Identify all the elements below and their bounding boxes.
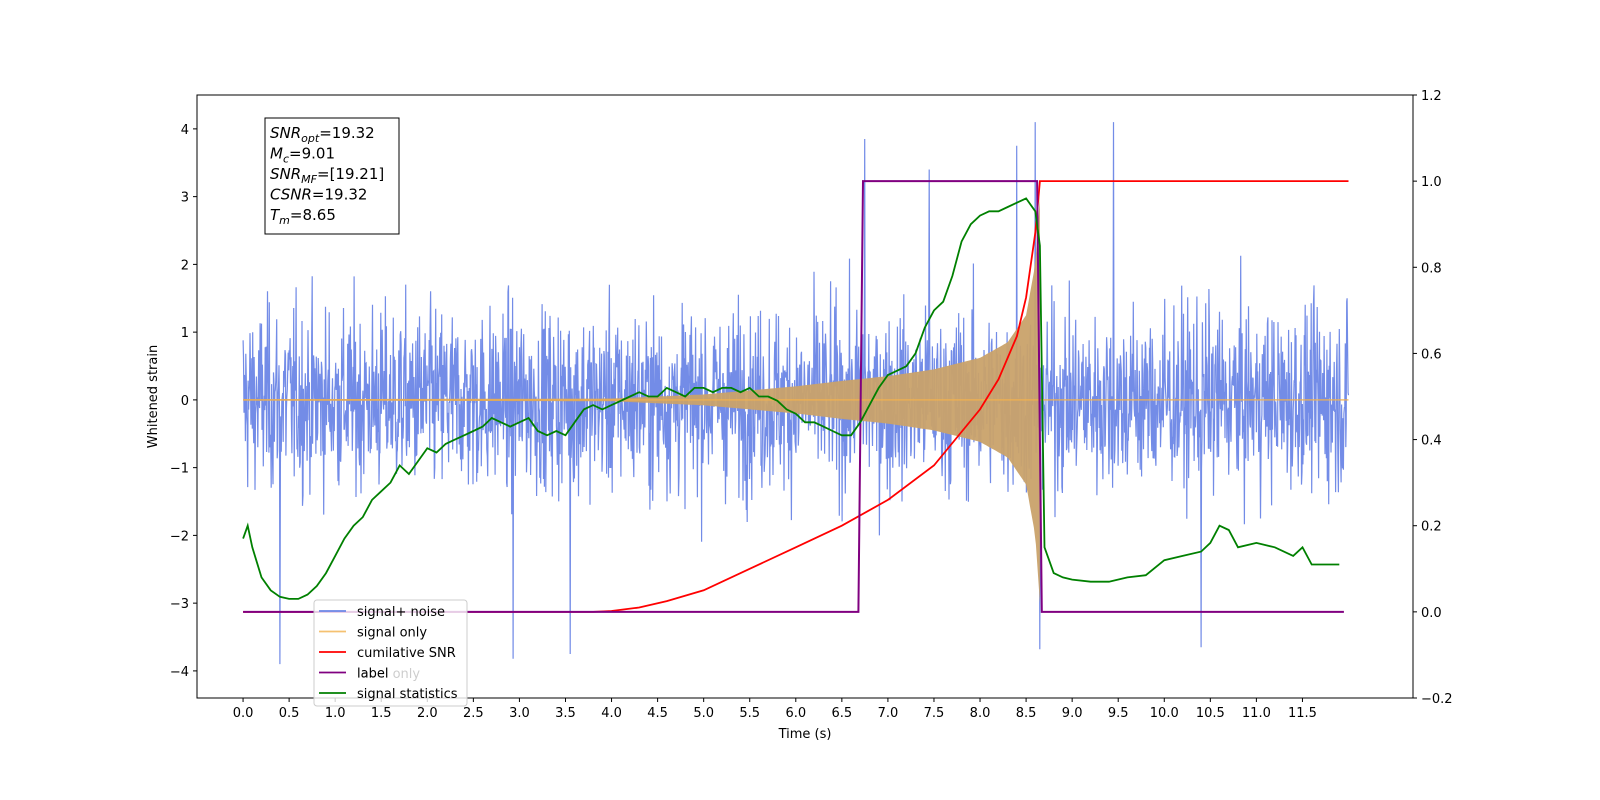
x-tick-label: 9.0	[1062, 706, 1083, 721]
series-cumulative-snr	[243, 180, 1349, 613]
x-tick-label: 9.5	[1108, 706, 1129, 721]
legend-label: signal only	[357, 626, 427, 641]
x-axis-label: Time (s)	[778, 727, 832, 742]
x-tick-label: 4.5	[647, 706, 668, 721]
x-tick-label: 7.0	[878, 706, 899, 721]
x-tick-label: 8.5	[1016, 706, 1037, 721]
x-tick-label: 3.0	[509, 706, 530, 721]
y-tick-label-left: −4	[170, 665, 189, 680]
legend-label: signal statistics	[357, 687, 458, 702]
y-tick-label-left: 4	[181, 123, 189, 138]
y-tick-label-left: 0	[181, 394, 189, 409]
x-tick-label: 4.0	[601, 706, 622, 721]
x-tick-label: 0.5	[279, 706, 300, 721]
plot-frame	[196, 94, 1414, 699]
series-label	[243, 180, 1344, 613]
legend-box	[313, 599, 468, 707]
x-tick-label: 8.0	[970, 706, 991, 721]
x-tick-label: 2.0	[417, 706, 438, 721]
plot-area	[242, 122, 1350, 665]
series-signal-statistics	[242, 197, 1340, 600]
x-tick-label: 11.0	[1242, 706, 1271, 721]
y-tick-label-right: 0.6	[1421, 347, 1442, 362]
y-tick-label-right: 0.2	[1421, 520, 1442, 535]
y-tick-label-left: 2	[181, 258, 189, 273]
x-tick-label: 1.0	[325, 706, 346, 721]
y-tick-label-left: 3	[181, 191, 189, 206]
axes: 0.0 0.5 1.0 1.5 2.0 2.5 3.0 3.5 4.0 4.5 5.0 5.5 6.0 6…	[146, 89, 1453, 742]
y-tick-label-right: 1.2	[1421, 89, 1442, 104]
stats-line: SNRopt=19.32	[270, 124, 375, 145]
x-tick-label: 1.5	[371, 706, 392, 721]
stats-line: SNRMF=[19.21]	[270, 165, 384, 186]
stats-line: CSNR=19.32	[270, 186, 367, 204]
y-tick-label-right: 0.4	[1421, 434, 1442, 449]
x-tick-label: 5.0	[693, 706, 714, 721]
stats-annotation: SNRopt=19.32Mc=9.01SNRMF=[19.21]CSNR=19.…	[264, 117, 400, 235]
y-tick-label-left: 1	[181, 326, 189, 341]
legend-label: signal+ noise	[357, 605, 445, 620]
x-tick-label: 7.5	[924, 706, 945, 721]
x-tick-label: 6.5	[832, 706, 853, 721]
y-tick-label-left: −2	[170, 529, 189, 544]
x-tick-label: 3.5	[555, 706, 576, 721]
y-axis-label: Whitened strain	[146, 345, 161, 448]
x-tick-label: 10.0	[1150, 706, 1179, 721]
x-tick-label: 10.5	[1196, 706, 1225, 721]
stats-box	[264, 117, 400, 235]
legend-label: label	[357, 667, 388, 682]
x-tick-label: 2.5	[463, 706, 484, 721]
x-tick-label: 11.5	[1288, 706, 1317, 721]
y-tick-label-right: 0.0	[1421, 606, 1442, 621]
y-tick-label-right: −0.2	[1421, 692, 1453, 707]
y-tick-label-left: −3	[170, 597, 189, 612]
stats-line: Mc=9.01	[270, 145, 335, 166]
x-tick-label: 6.0	[785, 706, 806, 721]
y-tick-label-right: 0.8	[1421, 261, 1442, 276]
x-tick-label: 5.5	[739, 706, 760, 721]
x-tick-label: 0.0	[233, 706, 254, 721]
y-tick-label-right: 1.0	[1421, 175, 1442, 190]
series-signal-noise	[242, 122, 1350, 665]
legend-label: cumilative SNR	[357, 646, 456, 661]
y-tick-label-left: −1	[170, 462, 189, 477]
stats-line: Tm=8.65	[270, 206, 336, 227]
